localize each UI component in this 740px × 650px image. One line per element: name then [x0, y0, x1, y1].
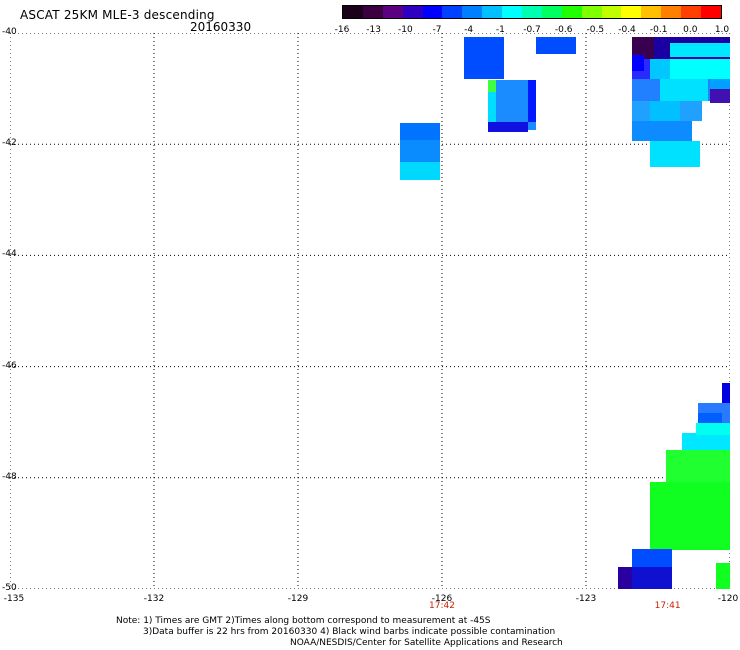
colorbar-swatch [362, 6, 383, 18]
y-tick-label: -46 [2, 360, 17, 371]
x-tick-label: -123 [575, 594, 597, 604]
data-cell [682, 543, 708, 549]
data-cell [722, 383, 730, 403]
data-cells [400, 37, 730, 589]
x-tick-label: -126 [431, 594, 453, 604]
data-cell [666, 450, 730, 482]
colorbar-tick-label: 0.0 [683, 25, 698, 35]
note-line-3: NOAA/NESDIS/Center for Satellite Applica… [290, 638, 563, 648]
data-cell [528, 80, 536, 122]
data-cell [650, 141, 700, 167]
data-cell [632, 549, 672, 567]
map-title: ASCAT 25KM MLE-3 descending [20, 8, 215, 22]
map-plot-area [10, 33, 730, 589]
colorbar-tick-label: -4 [464, 25, 474, 35]
data-cell [696, 423, 730, 435]
colorbar-swatch [681, 6, 702, 18]
data-cell [670, 59, 730, 79]
colorbar-tick-label: -13 [366, 25, 382, 35]
x-tick-label: -120 [717, 594, 739, 604]
colorbar-swatch [581, 6, 602, 18]
colorbar-swatch [561, 6, 582, 18]
data-cell [650, 101, 680, 121]
colorbar-swatch [462, 6, 483, 18]
colorbar-tick-label: -16 [334, 25, 350, 35]
colorbar-swatch [343, 6, 363, 18]
data-cell [488, 80, 496, 92]
colorbar-swatch [422, 6, 443, 18]
note-line-1: Note: 1) Times are GMT 2)Times along bot… [116, 616, 491, 626]
colorbar-swatch [482, 6, 503, 18]
colorbar [342, 5, 722, 19]
colorbar-swatch [382, 6, 403, 18]
colorbar-tick-label: -1 [495, 25, 505, 35]
colorbar-tick-label: -0.4 [618, 25, 636, 35]
data-cell [400, 140, 440, 162]
colorbar-tick-label: 1.0 [714, 25, 730, 35]
x-tick-label: -129 [287, 594, 309, 604]
data-cell [670, 43, 730, 57]
y-tick-label: -48 [2, 471, 17, 482]
data-cell [632, 55, 644, 71]
data-cell [698, 413, 722, 425]
colorbar-tick-label: -0.7 [523, 25, 541, 35]
colorbar-swatch [701, 6, 721, 18]
colorbar-tick-label: -10 [397, 25, 413, 35]
data-cell [632, 121, 692, 141]
data-cell [400, 162, 440, 180]
colorbar-swatch [541, 6, 562, 18]
time-label: 17:41 [654, 601, 681, 611]
colorbar-swatch [641, 6, 662, 18]
x-tick-label: -132 [143, 594, 165, 604]
data-cell [660, 79, 708, 101]
data-cell [400, 123, 440, 140]
colorbar-swatch [621, 6, 642, 18]
colorbar-swatch [661, 6, 682, 18]
y-tick-label: -44 [2, 249, 17, 260]
colorbar-swatch [502, 6, 523, 18]
time-label: 17:42 [429, 601, 455, 611]
data-cell [488, 92, 496, 130]
data-cell [488, 122, 528, 132]
y-tick-label: -50 [2, 583, 17, 593]
colorbar-tick-label: -7 [432, 25, 442, 35]
colorbar-swatch [601, 6, 622, 18]
colorbar-swatch [402, 6, 423, 18]
map-date: 20160330 [190, 20, 252, 34]
colorbar-labels: -16 -13 -10 -7 -4 -1 -0.7 -0.6 -0.5 -0.4 -0.1 0.0 1.… [330, 25, 740, 37]
data-cell [682, 433, 730, 450]
data-cell [710, 89, 730, 103]
data-cell [536, 37, 576, 54]
data-cell [632, 567, 672, 589]
note-line-2: 3)Data buffer is 22 hrs from 20160330 4)… [143, 627, 556, 637]
map-grid [10, 33, 730, 589]
colorbar-swatch [442, 6, 463, 18]
x-tick-label: -135 [3, 594, 25, 604]
data-cell [650, 482, 730, 550]
colorbar-tick-label: -0.1 [649, 25, 668, 35]
y-tick-label: -40 [2, 27, 17, 37]
data-cell [716, 563, 730, 589]
data-cell [464, 37, 504, 79]
colorbar-swatch [522, 6, 542, 18]
y-tick-label: -42 [2, 138, 17, 149]
colorbar-tick-label: -0.6 [554, 25, 573, 35]
colorbar-tick-label: -0.5 [586, 25, 605, 35]
